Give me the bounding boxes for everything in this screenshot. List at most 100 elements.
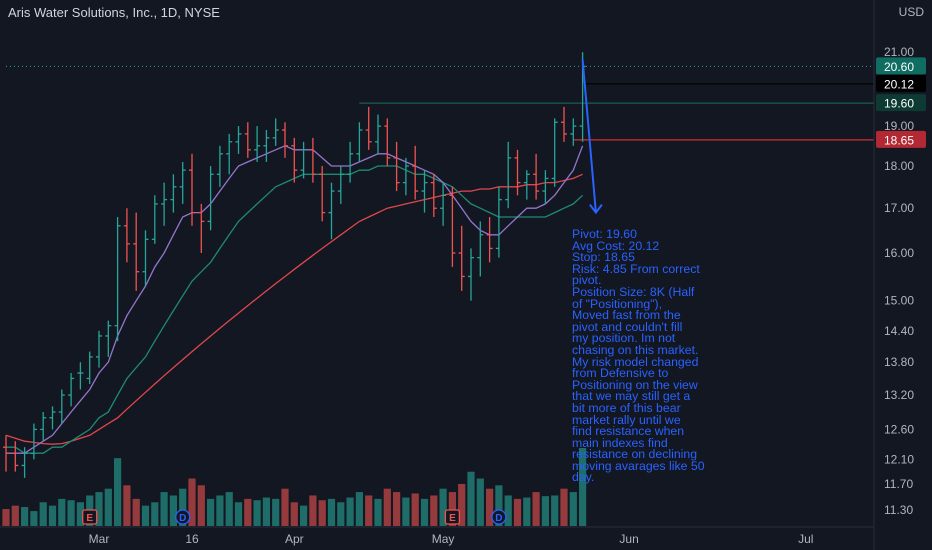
- volume-bar: [448, 492, 456, 526]
- candle: [30, 423, 37, 460]
- candle: [179, 161, 186, 204]
- candle: [170, 174, 177, 213]
- volume-bar: [253, 500, 261, 526]
- candle: [551, 118, 558, 187]
- candle: [468, 248, 474, 301]
- candle: [365, 106, 372, 150]
- price-tick-label: 16.00: [884, 246, 914, 260]
- time-tick-label: Mar: [89, 532, 110, 546]
- volume-bar: [309, 495, 317, 526]
- time-tick-label: Apr: [285, 532, 304, 546]
- price-tick-label: 13.20: [884, 388, 914, 402]
- volume-bar: [486, 488, 494, 526]
- candle: [412, 145, 419, 200]
- volume-bar: [439, 488, 447, 526]
- candle: [12, 441, 19, 472]
- volume-bar: [495, 485, 503, 526]
- volume-bar: [76, 502, 84, 526]
- volume-bar: [123, 485, 131, 526]
- volume-bar: [179, 488, 187, 526]
- earnings-marker[interactable]: E: [82, 509, 98, 525]
- volume-bar: [132, 498, 140, 526]
- volume-bar: [169, 495, 177, 526]
- candle: [151, 195, 158, 244]
- event-marker-label: D: [179, 513, 186, 524]
- annotation-note[interactable]: Pivot: 19.60 Avg Cost: 20.12 Stop: 18.65…: [572, 227, 705, 485]
- price-tick-label: 21.00: [884, 45, 914, 59]
- candle: [384, 118, 391, 167]
- volume-bar: [104, 488, 112, 526]
- candle: [105, 320, 112, 357]
- candle: [505, 141, 512, 209]
- dividend-marker[interactable]: D: [491, 509, 507, 525]
- candle: [514, 149, 521, 196]
- price-badge: [876, 57, 926, 75]
- candle: [189, 153, 195, 226]
- candle: [77, 362, 84, 390]
- candle: [161, 182, 168, 226]
- volume-bar: [504, 495, 512, 526]
- earnings-marker-shape: [444, 509, 461, 525]
- candle: [561, 106, 567, 142]
- volume-bar: [374, 498, 382, 526]
- volume-bar: [39, 502, 47, 526]
- dividend-marker[interactable]: D: [175, 509, 191, 525]
- candle: [40, 412, 47, 442]
- candle: [235, 126, 242, 154]
- candle: [477, 221, 484, 277]
- candle: [244, 122, 251, 158]
- sma-slow-line: [5, 173, 583, 445]
- candle: [375, 114, 381, 154]
- earnings-marker[interactable]: E: [444, 509, 461, 525]
- price-badge-label: 19.60: [884, 97, 914, 111]
- candle: [570, 118, 577, 146]
- volume-bar: [337, 502, 345, 526]
- volume-bar: [95, 492, 103, 526]
- candle: [254, 126, 261, 162]
- candle: [449, 186, 456, 267]
- event-marker-label: D: [495, 513, 502, 524]
- volume-bar: [234, 502, 243, 526]
- candle: [356, 122, 363, 162]
- volume-bar: [560, 488, 568, 526]
- price-badge-label: 18.65: [884, 133, 914, 147]
- annotation-arrow-shaft: [581, 59, 597, 213]
- candle: [21, 447, 28, 478]
- candle: [207, 166, 214, 231]
- volume-bar: [523, 497, 531, 526]
- volume-bar: [346, 497, 354, 526]
- volume-bar: [262, 497, 270, 526]
- candle: [393, 141, 400, 192]
- price-tick-label: 17.00: [884, 201, 914, 215]
- time-tick-label: Jul: [798, 532, 813, 546]
- volume-bar: [318, 500, 326, 526]
- time-axis[interactable]: Mar 16 Apr May Jun Jul: [0, 526, 874, 546]
- candle: [347, 141, 354, 183]
- volume-bar: [541, 496, 549, 526]
- volume-bar: [11, 505, 19, 526]
- symbol-title[interactable]: Aris Water Solutions, Inc., 1D, NYSE: [8, 5, 220, 20]
- price-tick-label: 18.00: [884, 159, 914, 173]
- candle: [430, 174, 437, 217]
- volume-bar: [160, 492, 168, 526]
- volume-bar: [114, 458, 122, 526]
- candle: [542, 170, 549, 204]
- volume-bar: [551, 495, 559, 526]
- time-tick-label: May: [432, 532, 455, 546]
- ema-mid-line: [6, 165, 584, 454]
- currency-label: USD: [898, 5, 924, 19]
- candle: [272, 118, 279, 146]
- annotation-arrow: [581, 59, 603, 215]
- volume-bar: [207, 498, 215, 526]
- volume-bar: [151, 502, 159, 526]
- dividend-marker-shape: [491, 509, 507, 525]
- volume-bar: [225, 492, 233, 526]
- candle: [123, 208, 130, 263]
- volume-bar: [430, 495, 438, 526]
- volume-bar: [383, 488, 391, 526]
- volume-bar: [467, 471, 475, 526]
